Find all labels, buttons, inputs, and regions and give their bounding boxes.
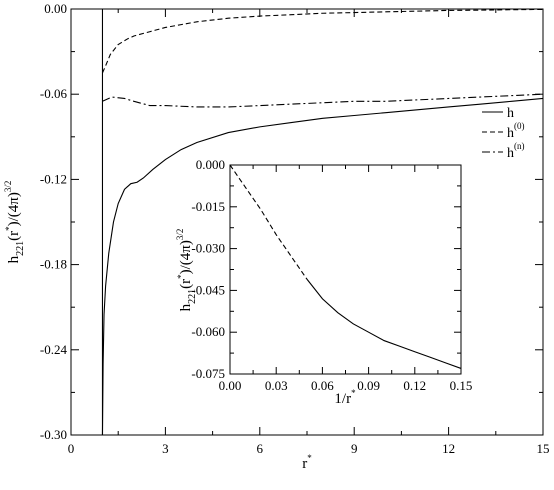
inset-x-tick-label: 0.12 bbox=[403, 378, 426, 393]
main-x-axis-label: r* bbox=[302, 453, 312, 472]
main-x-axis-label-base: r bbox=[302, 456, 307, 472]
legend-label-sup: (n) bbox=[514, 141, 525, 151]
main-y-axis-label-base: h bbox=[6, 255, 22, 263]
inset-background bbox=[172, 158, 468, 408]
inset-y-axis-label: h221(r*)/(4π)3/2 bbox=[175, 229, 198, 312]
inset-plot: 0.00 0.03 0.06 0.09 0.12 0.15 -0.075 -0.060 -0.0… bbox=[172, 157, 472, 408]
legend-label-base: h bbox=[507, 106, 514, 121]
inset-x-tick-label: 0.09 bbox=[357, 378, 380, 393]
main-y-axis-label-sub: 221 bbox=[15, 241, 26, 256]
inset-y-tick-label: -0.015 bbox=[191, 199, 225, 214]
main-y-tick-label: -0.18 bbox=[40, 257, 67, 272]
inset-y-axis-label-tail: )/(4π) bbox=[178, 240, 194, 274]
inset-y-tick-label: -0.075 bbox=[191, 366, 225, 381]
main-x-tick-label: 0 bbox=[68, 441, 75, 456]
inset-y-tick-label: -0.045 bbox=[191, 282, 225, 297]
inset-y-tick-label: -0.060 bbox=[191, 324, 225, 339]
legend-label-sup: (0) bbox=[514, 121, 525, 131]
main-y-axis-label-mid: (r bbox=[6, 231, 22, 241]
main-series-dashdot-line bbox=[102, 93, 544, 108]
main-x-tick-label: 12 bbox=[442, 441, 455, 456]
inset-x-tick-label: 0.03 bbox=[265, 378, 288, 393]
legend-label: h(n) bbox=[507, 141, 525, 161]
inset-x-tick-label: 0.00 bbox=[219, 378, 242, 393]
inset-x-tick-label: 0.06 bbox=[311, 378, 334, 393]
inset-x-tick-label: 0.15 bbox=[450, 378, 473, 393]
legend-label: h bbox=[507, 106, 514, 121]
main-y-axis-label: h221(r*)/(4π)3/2 bbox=[3, 181, 26, 264]
inset-y-axis-label-mid: (r bbox=[178, 279, 194, 289]
inset-y-tick-label: 0.000 bbox=[196, 157, 225, 172]
main-x-tick-label: 3 bbox=[162, 441, 169, 456]
inset-series-dashed-line bbox=[229, 164, 308, 280]
inset-y-axis-label-star: * bbox=[176, 274, 186, 279]
main-x-tick-label: 6 bbox=[257, 441, 264, 456]
inset-y-axis-label-sub: 221 bbox=[187, 289, 198, 304]
inset-y-axis-label-pow: 3/2 bbox=[175, 229, 185, 241]
inset-x-axis-label-sup: * bbox=[351, 388, 356, 398]
inset-series-solid-line bbox=[306, 278, 462, 369]
main-y-axis-label-star: * bbox=[4, 226, 14, 231]
inset-x-axis-label: 1/r* bbox=[334, 388, 356, 407]
main-y-axis-label-tail: )/(4π) bbox=[6, 192, 22, 226]
main-x-axis-label-sup: * bbox=[307, 453, 312, 463]
main-y-tick-label: 0.00 bbox=[44, 1, 67, 16]
legend-label-base: h bbox=[507, 146, 514, 161]
main-plot: 0 3 6 9 12 15-0.30-0.24-0.18-0.12-0.060.00r*h… bbox=[3, 1, 550, 472]
legend: hh(0)h(n) bbox=[482, 106, 525, 161]
legend-label-base: h bbox=[507, 126, 514, 141]
inset-x-axis-label-base: 1/r bbox=[334, 391, 351, 407]
legend-label: h(0) bbox=[507, 121, 525, 141]
main-series-dashed-line bbox=[101, 8, 544, 74]
main-x-tick-label: 15 bbox=[537, 441, 550, 456]
main-y-axis-label-pow: 3/2 bbox=[3, 181, 13, 193]
main-series-solid-line bbox=[101, 97, 544, 436]
main-x-tick-label: 9 bbox=[351, 441, 358, 456]
main-y-tick-label: -0.30 bbox=[40, 427, 67, 442]
main-y-tick-label: -0.06 bbox=[40, 86, 68, 101]
main-y-tick-label: -0.24 bbox=[40, 342, 68, 357]
inset-y-axis-label-base: h bbox=[178, 303, 194, 311]
inset-y-tick-label: -0.030 bbox=[191, 241, 225, 256]
main-y-tick-label: -0.12 bbox=[40, 171, 67, 186]
